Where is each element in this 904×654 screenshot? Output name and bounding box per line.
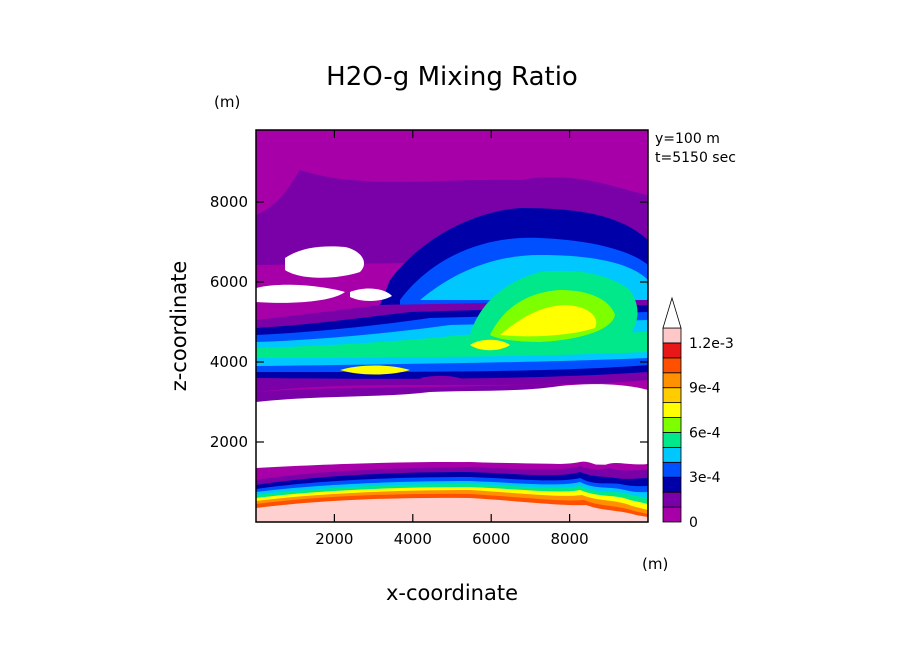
colorbar-label: 1.2e-3 xyxy=(689,336,734,352)
small-white-patch xyxy=(350,288,392,301)
y-tick-label: 8000 xyxy=(210,193,248,211)
colorbar-swatch xyxy=(662,327,682,344)
info-line-y: y=100 m xyxy=(655,131,720,147)
colorbar: 0 3e-4 6e-4 9e-4 1.2e-3 xyxy=(662,296,734,531)
x-axis-ticks: 2000 4000 6000 8000 xyxy=(315,130,589,548)
x-tick-label: 6000 xyxy=(472,530,510,548)
colorbar-swatch xyxy=(662,402,682,418)
mid-yellow-streak-right xyxy=(470,339,510,351)
x-axis-label: x-coordinate xyxy=(386,581,518,605)
info-line-t: t=5150 sec xyxy=(655,150,736,166)
upper-white-patch xyxy=(285,246,365,278)
x-tick-label: 4000 xyxy=(394,530,432,548)
colorbar-swatch xyxy=(662,432,682,448)
y-tick-label: 4000 xyxy=(210,353,248,371)
mid-yellow-streak-left xyxy=(340,365,410,375)
colorbar-label: 6e-4 xyxy=(689,425,721,441)
colorbar-swatch xyxy=(662,342,682,359)
plot-frame xyxy=(255,129,649,523)
colorbar-label: 0 xyxy=(689,515,698,531)
colorbar-swatch xyxy=(662,372,682,389)
colorbar-swatch xyxy=(662,491,682,508)
colorbar-swatch xyxy=(662,387,682,404)
colorbar-swatch xyxy=(662,357,682,374)
y-axis-ticks: 2000 4000 6000 8000 xyxy=(210,193,648,451)
x-tick-label: 8000 xyxy=(551,530,589,548)
contour-field xyxy=(256,130,648,522)
colorbar-swatch xyxy=(662,461,682,478)
x-unit-label: (m) xyxy=(642,555,668,573)
dry-small-bump xyxy=(420,375,470,385)
colorbar-extend-triangle xyxy=(662,296,682,329)
colorbar-swatch xyxy=(662,417,682,433)
upper-yellow-patch xyxy=(500,305,597,337)
y-axis-label: z-coordinate xyxy=(167,261,191,392)
colorbar-swatch xyxy=(662,446,682,463)
y-tick-label: 2000 xyxy=(210,433,248,451)
left-white-patch xyxy=(256,284,345,303)
colorbar-label: 3e-4 xyxy=(689,470,721,486)
colorbar-swatch xyxy=(662,476,682,493)
surface-pink-layer xyxy=(256,497,648,522)
chart-title: H2O-g Mixing Ratio xyxy=(326,62,578,92)
y-tick-label: 6000 xyxy=(210,273,248,291)
x-tick-label: 2000 xyxy=(315,530,353,548)
dry-white-layer xyxy=(256,384,648,468)
colorbar-label: 9e-4 xyxy=(689,381,721,397)
colorbar-swatch xyxy=(662,506,682,523)
y-unit-label: (m) xyxy=(214,93,240,111)
